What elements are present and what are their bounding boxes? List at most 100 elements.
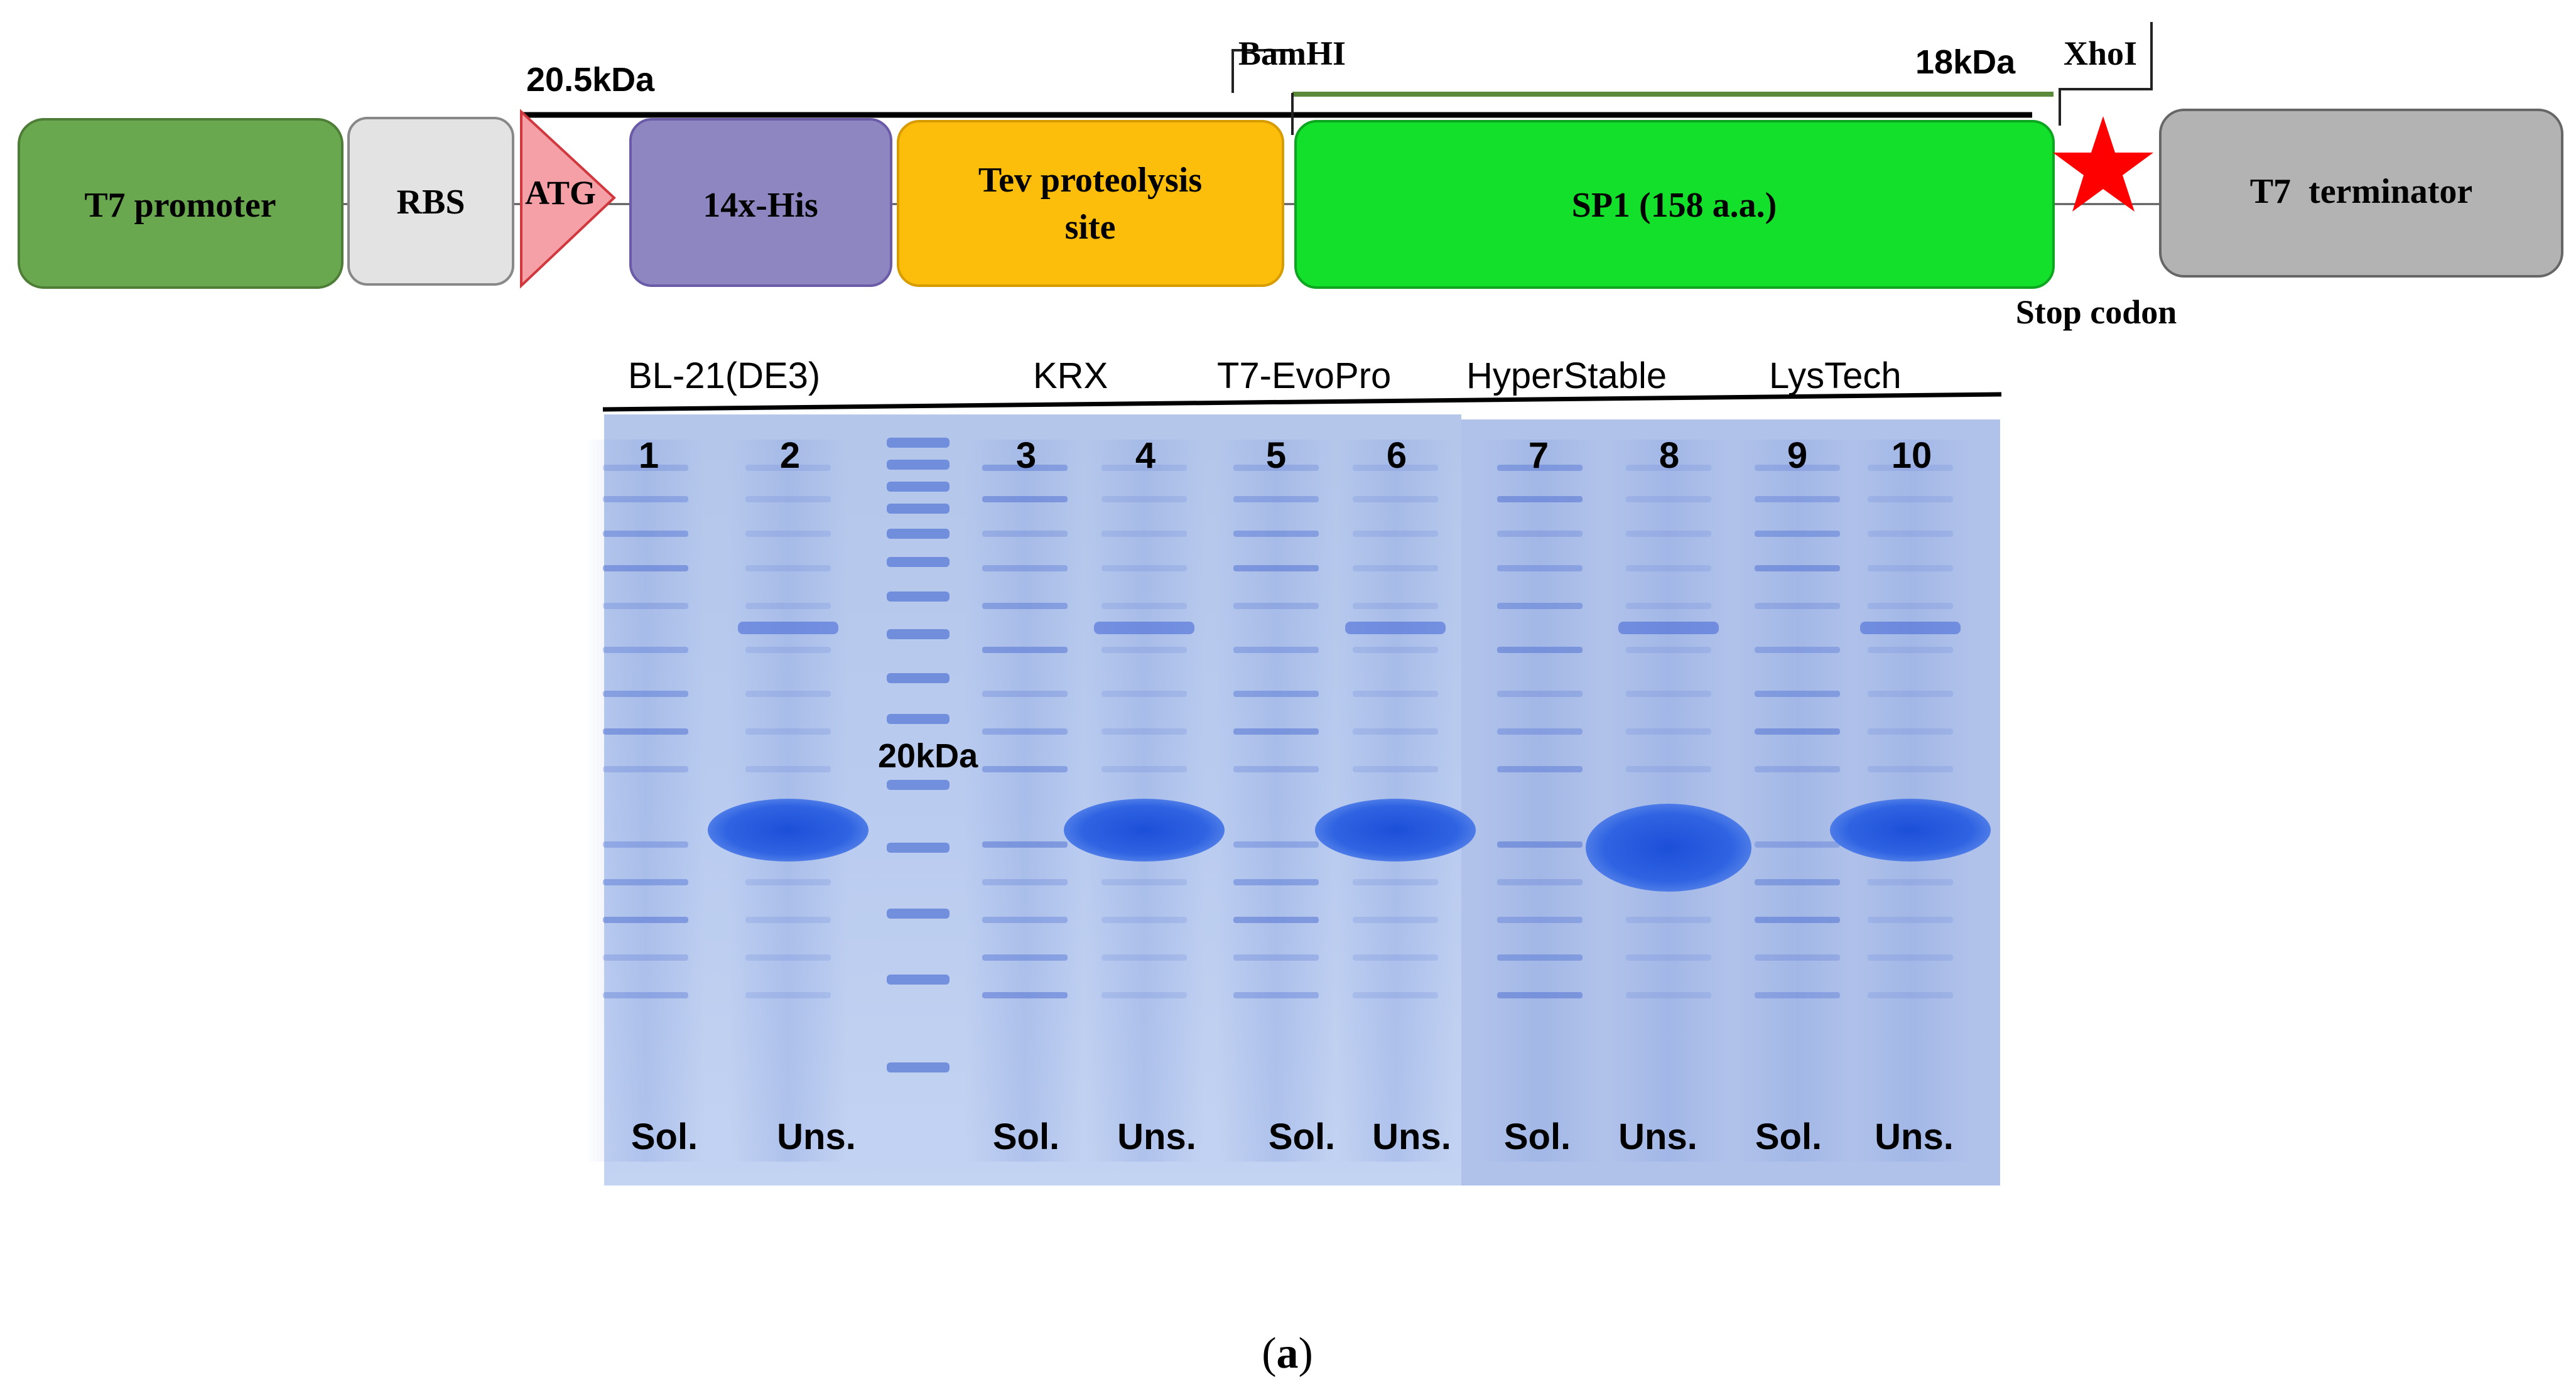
upper-band [1860,622,1961,634]
ladder-band [887,673,950,683]
background-band [1626,603,1711,609]
background-band [745,879,831,885]
ladder-band [887,557,950,567]
background-band [1101,603,1187,609]
lane-number: 6 [1387,435,1407,476]
background-band [1755,465,1840,471]
ladder-band [887,909,950,919]
background-band [745,954,831,961]
atg-label: ATG [525,174,596,212]
atg-start-triangle [520,109,616,289]
background-band [745,917,831,923]
size-label-20-5kda: 20.5kDa [526,61,655,99]
background-band [1233,841,1319,848]
background-band [1101,766,1187,772]
background-band [1233,917,1319,923]
background-band [982,954,1068,961]
background-band [1497,565,1583,571]
background-band [1868,954,1953,961]
background-band [982,841,1068,848]
background-band [1233,992,1319,998]
background-band [603,603,688,609]
sp1-band [1830,799,1991,862]
sp1-band [708,799,869,862]
background-band [1755,841,1840,848]
fraction-label: Uns. [1372,1116,1451,1157]
background-band [1868,992,1953,998]
t7-promoter-box [18,118,344,289]
stop-codon-label: Stop codon [2016,293,2177,331]
background-band [1626,992,1711,998]
lane-number: 1 [639,435,659,476]
fraction-label: Sol. [631,1116,698,1157]
fraction-label: Uns. [1117,1116,1196,1157]
ladder-band [887,529,950,539]
lane-shading [586,440,1970,1162]
background-band [1755,766,1840,772]
background-band [1755,603,1840,609]
background-band [1353,728,1438,735]
fraction-label: Uns. [1875,1116,1954,1157]
fraction-label: Sol. [1504,1116,1571,1157]
background-band [603,766,688,772]
ladder-band [887,714,950,724]
background-band [1233,531,1319,537]
background-band [1868,728,1953,735]
lane-number: 5 [1266,435,1286,476]
background-band [745,647,831,653]
background-band [1101,647,1187,653]
background-band [1868,691,1953,697]
background-band [982,691,1068,697]
background-band [1353,879,1438,885]
sp1-expression-bands [708,799,1991,892]
background-band [1755,992,1840,998]
background-band [603,647,688,653]
background-band [1868,879,1953,885]
bamhi-site-marker [1231,49,1294,135]
background-band [1497,728,1583,735]
background-band [1353,496,1438,502]
background-band [1868,917,1953,923]
ladder-band [887,1062,950,1072]
background-band [1755,691,1840,697]
ladder-band [887,780,950,790]
background-band [1626,647,1711,653]
size-label-18kda: 18kDa [1915,43,2016,81]
background-band [1497,879,1583,885]
background-band [745,603,831,609]
sp1-gene-box [1294,120,2055,289]
background-band [1868,531,1953,537]
lane-number: 2 [780,435,800,476]
background-band [1868,603,1953,609]
panel-caption-close: ) [1299,1329,1313,1378]
background-band [603,465,688,471]
background-band [745,565,831,571]
lane-shade [965,440,1085,1162]
lane-shade [586,440,705,1162]
background-band [1101,496,1187,502]
background-band [1353,647,1438,653]
upper-band [738,622,838,634]
background-band [745,465,831,471]
tev-site-label-line2: site [1065,208,1116,247]
tev-site-label-line1: Tev proteolysis [978,161,1202,200]
lane-number: 3 [1016,435,1036,476]
ladder-band [887,482,950,492]
background-band [1626,531,1711,537]
upper-band [1618,622,1719,634]
background-band [1755,565,1840,571]
background-band [1626,766,1711,772]
background-band [1497,647,1583,653]
xhoi-site-label: XhoI [2064,35,2137,72]
background-band [1868,565,1953,571]
background-band [603,565,688,571]
background-band [745,992,831,998]
tev-site-box [897,120,1284,287]
panel-caption-open: ( [1262,1329,1276,1378]
upper-band [1094,622,1194,634]
strain-label-krx: KRX [1033,355,1108,396]
background-band [1101,879,1187,885]
background-band [603,691,688,697]
fraction-labels: Sol. Uns. Sol. Uns. Sol. Uns. Sol. Uns. Sol. Uns. [631,1116,1954,1157]
background-band [1101,691,1187,697]
